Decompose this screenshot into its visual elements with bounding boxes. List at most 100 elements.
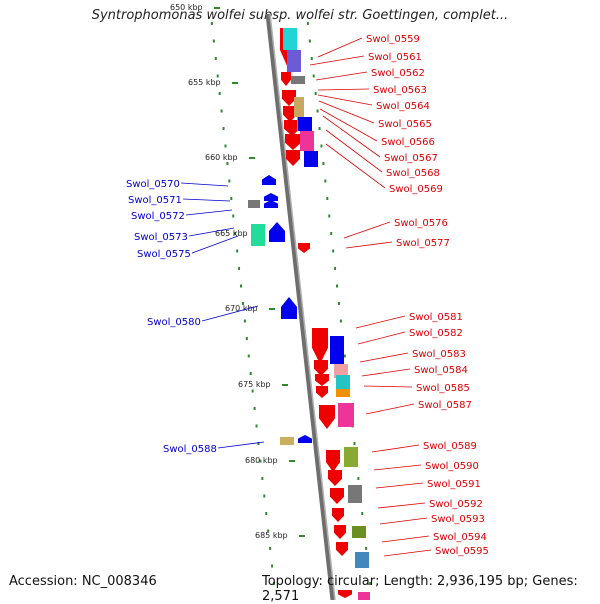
gene-label-forward[interactable]: Swol_0559 (366, 34, 420, 45)
gene-label-forward[interactable]: Swol_0569 (389, 184, 443, 195)
gene-label-forward[interactable]: Swol_0595 (435, 546, 489, 557)
label-leader-line (317, 37, 363, 58)
label-leader-line (181, 182, 229, 187)
gene-label-forward[interactable]: Swol_0593 (431, 514, 485, 525)
gene-arrow-forward (319, 405, 335, 429)
kbp-label: 675 kbp (238, 380, 271, 389)
gene-block (280, 437, 294, 445)
gene-arrow-forward (338, 590, 352, 598)
ruler-tick-right (312, 74, 315, 78)
gene-block (336, 389, 350, 397)
gene-block (338, 403, 354, 427)
gene-label-forward[interactable]: Swol_0587 (418, 400, 472, 411)
gene-label-forward[interactable]: Swol_0566 (381, 137, 435, 148)
gene-arrow-forward (334, 525, 346, 539)
ruler-tick-right (314, 92, 317, 95)
label-leader-line (189, 227, 235, 237)
ruler-tick-left (218, 92, 221, 95)
ruler-tick-right (324, 179, 327, 183)
gene-arrow-forward (328, 470, 342, 486)
gene-label-forward[interactable]: Swol_0583 (412, 349, 466, 360)
gene-block (330, 336, 344, 364)
label-leader-line (375, 482, 424, 489)
kbp-scale: 650 kbp 655 kbp 660 kbp 665 kbp 670 kbp 675 k… (170, 3, 305, 540)
ruler-tick-left (230, 197, 233, 200)
gene-label-forward[interactable]: Swol_0594 (433, 532, 487, 543)
ruler-tick-left (265, 512, 268, 515)
ruler-tick-left (241, 302, 244, 305)
gene-block (352, 526, 366, 538)
gene-label-forward[interactable]: Swol_0577 (396, 238, 450, 249)
ruler-tick-right (320, 144, 323, 148)
label-leader-line (191, 235, 239, 254)
ruler-tick-right (310, 57, 313, 60)
gene-label-forward[interactable]: Swol_0562 (371, 68, 425, 79)
gene-arrow-forward (282, 90, 296, 106)
gene-label-forward[interactable]: Swol_0563 (373, 85, 427, 96)
ruler-tick-right (328, 214, 331, 218)
gene-block (300, 131, 314, 151)
gene-arrow-reverse (264, 200, 278, 208)
ruler-tick-right (322, 162, 325, 165)
gene-label-forward[interactable]: Swol_0564 (376, 101, 430, 112)
label-leader-line (357, 331, 406, 345)
gene-label-forward[interactable]: Swol_0568 (386, 168, 440, 179)
gene-label-reverse[interactable]: Swol_0580 (147, 317, 201, 328)
ruler-tick-left (216, 74, 219, 78)
label-leader-line (201, 305, 259, 322)
ruler-tick-right (318, 127, 321, 130)
gene-label-forward[interactable]: Swol_0585 (416, 383, 470, 394)
gene-label-reverse[interactable]: Swol_0570 (126, 179, 180, 190)
gene-arrow-forward (332, 508, 344, 522)
gene-label-forward[interactable]: Swol_0584 (414, 365, 468, 376)
gene-label-forward[interactable]: Swol_0591 (427, 479, 481, 490)
label-leader-line (371, 444, 420, 453)
gene-arrow-forward (284, 120, 300, 136)
kbp-major-tick (232, 82, 238, 84)
gene-label-reverse[interactable]: Swol_0588 (163, 444, 217, 455)
gene-label-forward[interactable]: Swol_0581 (409, 312, 463, 323)
gene-label-forward[interactable]: Swol_0576 (394, 218, 448, 229)
label-leader-line (317, 88, 370, 91)
ruler-tick-right (337, 302, 340, 305)
gene-label-forward[interactable]: Swol_0567 (384, 153, 438, 164)
gene-label-reverse[interactable]: Swol_0572 (131, 211, 185, 222)
gene-label-reverse[interactable]: Swol_0573 (134, 232, 188, 243)
ruler-tick-left (261, 477, 264, 480)
gene-arrow-forward (315, 374, 329, 386)
gene-label-reverse[interactable]: Swol_0575 (137, 249, 191, 260)
map-title: Syntrophomonas wolfei subsp. wolfei str.… (91, 8, 509, 23)
gene-arrow-forward (298, 243, 310, 253)
gene-block (348, 485, 362, 503)
label-leader-line (373, 464, 422, 471)
gene-labels: Swol_0559 Swol_0561 Swol_0562 Swol_0563 Swol… (126, 34, 489, 557)
gene-arrow-forward (336, 542, 348, 556)
gene-label-forward[interactable]: Swol_0592 (429, 499, 483, 510)
ruler-tick-left (255, 424, 258, 428)
label-leader-line (319, 108, 378, 142)
ruler-tick-left (232, 214, 235, 218)
label-leader-line (317, 94, 373, 106)
ruler-tick-left (253, 407, 256, 410)
gene-label-forward[interactable]: Swol_0561 (368, 52, 422, 63)
ruler-tick-left (224, 144, 227, 148)
gene-label-forward[interactable]: Swol_0590 (425, 461, 479, 472)
label-leader-line (318, 100, 375, 124)
ruler-tick-left (269, 547, 272, 550)
kbp-major-tick (249, 157, 255, 159)
gene-label-forward[interactable]: Swol_0589 (423, 441, 477, 452)
ruler-tick-left (236, 249, 239, 253)
genome-backbone (265, 13, 336, 600)
gene-arrow-forward (330, 488, 344, 504)
label-leader-line (355, 315, 406, 329)
gene-label-forward[interactable]: Swol_0582 (409, 328, 463, 339)
gene-label-forward[interactable]: Swol_0565 (378, 119, 432, 130)
label-leader-line (379, 517, 428, 525)
gene-label-reverse[interactable]: Swol_0571 (128, 195, 182, 206)
ruler-tick-right (339, 319, 342, 323)
gene-block (291, 76, 305, 84)
ruler-tick-left (247, 354, 250, 358)
accession-text: Accession: NC_008346 (9, 574, 157, 589)
gene-block (336, 375, 350, 389)
